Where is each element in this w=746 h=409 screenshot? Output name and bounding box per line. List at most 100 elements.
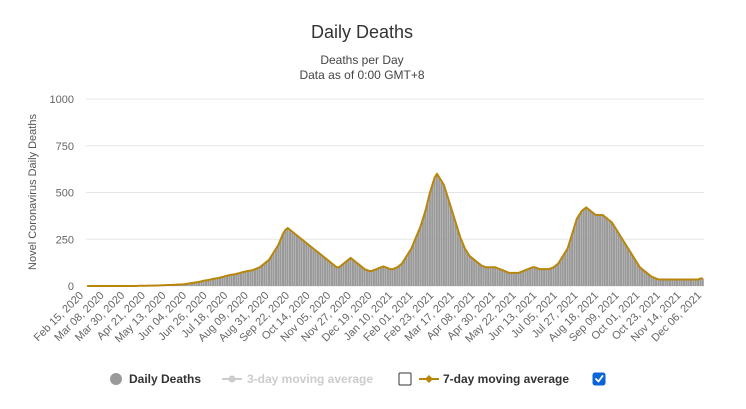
daily-deaths-bar: [501, 270, 503, 286]
daily-deaths-bar: [308, 245, 310, 286]
daily-deaths-bar: [438, 178, 440, 286]
daily-deaths-bar: [345, 262, 347, 286]
daily-deaths-bar: [608, 221, 610, 286]
daily-deaths-bar: [613, 226, 615, 286]
daily-deaths-bar: [224, 276, 226, 286]
daily-deaths-bar: [587, 209, 589, 286]
y-axis-label: Novel Coronavirus Daily Deaths: [27, 114, 39, 270]
legend-daily-deaths-label[interactable]: Daily Deaths: [129, 372, 201, 386]
daily-deaths-bar: [373, 270, 375, 286]
daily-deaths-bar: [240, 273, 242, 286]
daily-deaths-bar: [524, 270, 526, 286]
daily-deaths-bar: [457, 230, 459, 286]
daily-deaths-bar: [578, 215, 580, 286]
daily-deaths-bar: [506, 272, 508, 286]
legend-3day-label[interactable]: 3-day moving average: [247, 372, 373, 386]
daily-deaths-bar: [538, 269, 540, 286]
daily-deaths-bar: [375, 269, 377, 286]
legend-7day-label[interactable]: 7-day moving average: [443, 372, 569, 386]
daily-deaths-bar: [622, 241, 624, 286]
daily-deaths-bar: [620, 237, 622, 286]
daily-deaths-bar: [354, 262, 356, 286]
daily-deaths-bar: [594, 215, 596, 286]
daily-deaths-bar: [562, 256, 564, 286]
legend-7day-checkbox[interactable]: [593, 373, 605, 385]
daily-deaths-bar: [492, 267, 494, 286]
daily-deaths-bar: [303, 241, 305, 286]
daily-deaths-bar: [494, 267, 496, 286]
daily-deaths-bar: [447, 200, 449, 286]
daily-deaths-bar: [364, 269, 366, 286]
daily-deaths-bar: [480, 265, 482, 286]
daily-deaths-bar: [473, 260, 475, 286]
daily-deaths-bar: [517, 273, 519, 286]
daily-deaths-bar: [436, 174, 438, 286]
daily-deaths-bar: [401, 264, 403, 286]
daily-deaths-bar: [336, 267, 338, 286]
daily-deaths-bar: [475, 262, 477, 286]
daily-deaths-bar: [343, 264, 345, 286]
daily-deaths-bar: [629, 252, 631, 286]
daily-deaths-bar: [496, 268, 498, 286]
daily-deaths-bar: [256, 268, 258, 286]
daily-deaths-bar: [541, 269, 543, 286]
daily-deaths-bar: [361, 267, 363, 286]
daily-deaths-bar: [515, 273, 517, 286]
daily-deaths-bar: [489, 267, 491, 286]
daily-deaths-bar: [611, 222, 613, 286]
daily-deaths-bar: [440, 181, 442, 286]
daily-deaths-bar: [296, 236, 298, 286]
y-tick-label: 750: [56, 141, 74, 153]
legend: Daily Deaths 3-day moving average 7-day mo…: [110, 372, 605, 386]
legend-daily-deaths-marker: [110, 373, 122, 385]
daily-deaths-bar: [508, 273, 510, 286]
daily-deaths-bar: [487, 267, 489, 286]
daily-deaths-bar: [632, 256, 634, 286]
daily-deaths-bar: [315, 250, 317, 286]
daily-deaths-bar: [412, 243, 414, 286]
legend-3day-marker: [229, 376, 236, 383]
daily-deaths-bar: [294, 234, 296, 286]
daily-deaths-bar: [419, 226, 421, 286]
daily-deaths-bar: [583, 209, 585, 286]
legend-3day-checkbox[interactable]: [399, 373, 411, 385]
daily-deaths-bar: [398, 265, 400, 286]
daily-deaths-bar: [452, 215, 454, 286]
daily-deaths-bar: [415, 237, 417, 286]
daily-deaths-bar: [702, 279, 704, 286]
chart-subtitle-line1: Deaths per Day: [320, 53, 403, 67]
daily-deaths-bar: [618, 234, 620, 286]
daily-deaths-bar: [468, 256, 470, 286]
daily-deaths-bar: [277, 245, 279, 286]
daily-deaths-bar: [312, 249, 314, 286]
daily-deaths-bar: [226, 276, 228, 286]
daily-deaths-bar: [573, 226, 575, 286]
chart-subtitle-line2: Data as of 0:00 GMT+8: [299, 68, 424, 82]
daily-deaths-bar: [559, 260, 561, 286]
daily-deaths-bar: [566, 249, 568, 286]
daily-deaths-bar: [580, 211, 582, 286]
daily-deaths-bar: [459, 237, 461, 286]
daily-deaths-bar: [275, 249, 277, 286]
daily-deaths-bar: [520, 272, 522, 286]
daily-deaths-bar: [536, 268, 538, 286]
daily-deaths-bar: [548, 269, 550, 286]
daily-deaths-bar: [219, 278, 221, 286]
daily-deaths-bar: [534, 267, 536, 286]
daily-deaths-bar: [380, 267, 382, 286]
daily-deaths-bar: [443, 185, 445, 286]
daily-deaths-bar: [268, 260, 270, 286]
daily-deaths-bar: [527, 269, 529, 286]
daily-deaths-bar: [592, 213, 594, 286]
daily-deaths-bar: [273, 252, 275, 286]
daily-deaths-bar: [599, 215, 601, 286]
daily-deaths-bar: [238, 273, 240, 286]
daily-deaths-bar: [331, 264, 333, 286]
daily-deaths-bar: [478, 264, 480, 286]
daily-deaths-bar: [235, 274, 237, 286]
legend-7day-marker: [425, 375, 433, 383]
daily-deaths-bar: [503, 271, 505, 286]
daily-deaths-bar: [499, 269, 501, 286]
